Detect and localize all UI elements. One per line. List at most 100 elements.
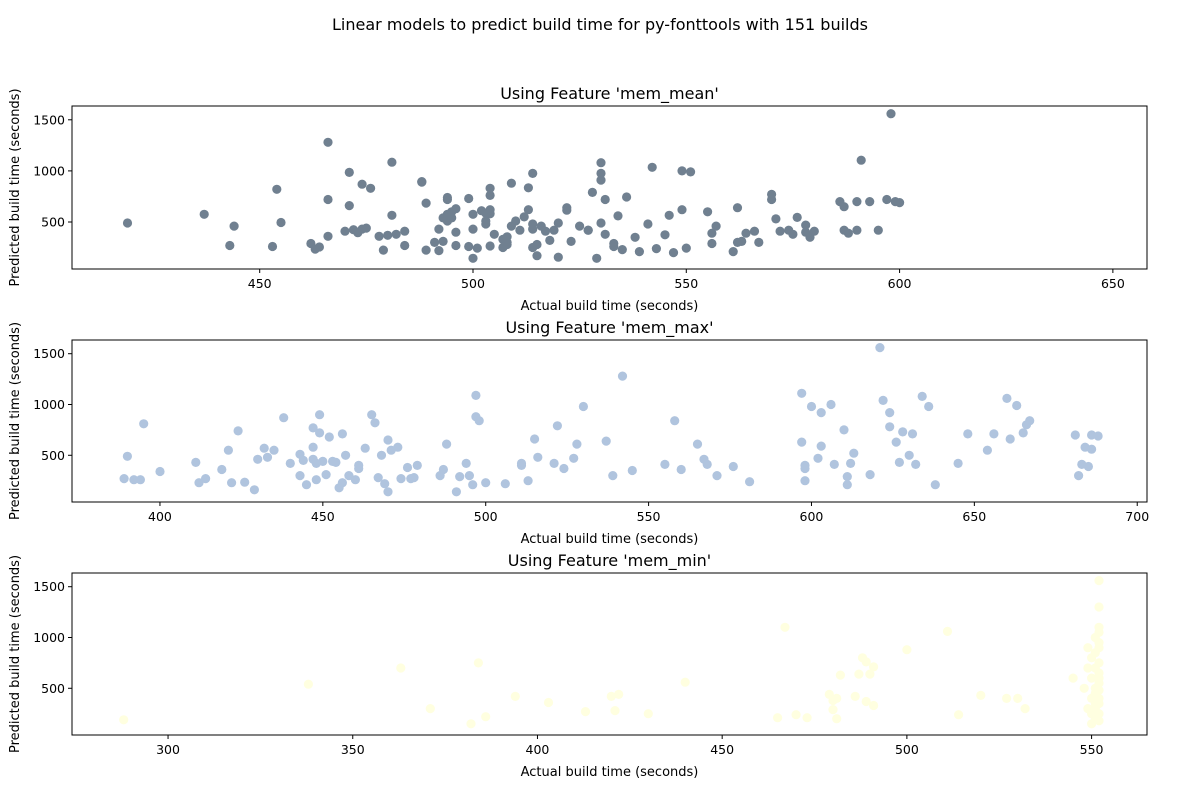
y-tick-label: 1000 — [33, 630, 65, 645]
data-point — [119, 474, 129, 484]
data-point — [902, 645, 912, 655]
data-point — [249, 485, 259, 495]
data-point — [885, 408, 895, 418]
data-point — [370, 418, 380, 428]
data-point — [1074, 471, 1084, 481]
y-tick-label: 1500 — [33, 579, 65, 594]
data-point — [788, 229, 798, 239]
data-point — [942, 626, 953, 637]
data-point — [596, 158, 606, 168]
data-point — [323, 137, 333, 147]
data-point — [800, 476, 810, 486]
data-point — [421, 245, 431, 255]
data-point — [272, 184, 282, 194]
data-point — [917, 391, 927, 401]
data-point — [425, 704, 435, 714]
data-point — [609, 241, 619, 252]
data-point — [201, 474, 211, 484]
data-point — [540, 226, 551, 236]
y-axis-label: Predicted build time (seconds) — [8, 88, 23, 286]
data-point — [383, 230, 393, 240]
data-point — [502, 237, 512, 247]
data-point — [129, 475, 139, 485]
data-point — [451, 227, 461, 237]
data-point — [553, 218, 563, 228]
data-point — [676, 464, 686, 475]
data-point — [813, 453, 823, 463]
data-point — [728, 461, 738, 472]
data-point — [267, 241, 278, 252]
data-point — [891, 437, 901, 447]
y-tick-label: 500 — [41, 214, 65, 229]
data-point — [712, 471, 722, 481]
data-point — [396, 474, 406, 484]
data-point — [225, 240, 235, 251]
data-point — [530, 434, 540, 444]
data-point — [953, 458, 963, 468]
data-point — [516, 460, 527, 470]
data-point — [630, 232, 640, 242]
data-point — [1094, 658, 1104, 668]
data-point — [702, 459, 712, 469]
data-point — [139, 419, 149, 429]
x-tick-label: 550 — [1080, 742, 1104, 757]
data-point — [583, 225, 593, 235]
scatter-points — [122, 109, 905, 263]
data-point — [357, 179, 367, 189]
data-point — [792, 212, 802, 222]
data-point — [703, 207, 713, 217]
data-point — [954, 710, 964, 720]
data-point — [324, 432, 334, 442]
data-point — [737, 236, 747, 246]
y-axis-label: Predicted build time (seconds) — [8, 322, 23, 520]
data-point — [253, 454, 263, 464]
data-point — [904, 450, 914, 460]
data-point — [670, 416, 680, 426]
data-point — [400, 226, 410, 236]
x-tick-label: 700 — [1125, 509, 1149, 524]
data-point — [223, 445, 233, 455]
data-point — [240, 477, 250, 487]
data-point — [600, 229, 610, 239]
data-point — [412, 460, 422, 470]
data-point — [865, 197, 875, 207]
data-point — [852, 197, 862, 207]
data-point — [523, 205, 534, 215]
data-point — [323, 194, 333, 205]
data-point — [1013, 693, 1023, 704]
data-point — [587, 187, 598, 197]
data-point — [451, 487, 461, 497]
data-point — [279, 413, 289, 423]
data-point — [340, 226, 350, 236]
data-point — [828, 705, 838, 715]
data-point — [485, 190, 495, 200]
data-point — [344, 167, 354, 177]
data-point — [466, 719, 476, 729]
data-point — [1012, 400, 1022, 411]
data-point — [532, 251, 542, 261]
data-point — [596, 168, 606, 178]
data-point — [337, 429, 347, 439]
data-point — [373, 473, 383, 483]
data-point — [523, 476, 533, 486]
data-point — [323, 231, 333, 241]
data-point — [361, 223, 371, 233]
data-point — [464, 471, 474, 481]
data-point — [396, 663, 406, 673]
data-point — [861, 657, 871, 667]
data-point — [1094, 602, 1104, 612]
data-point — [989, 429, 999, 439]
data-point — [963, 429, 973, 439]
data-point — [816, 408, 826, 418]
data-point — [592, 253, 602, 263]
data-point — [155, 466, 165, 477]
x-tick-label: 600 — [888, 276, 912, 291]
data-point — [481, 478, 491, 488]
data-point — [303, 679, 313, 689]
data-point — [515, 225, 525, 235]
data-point — [500, 479, 510, 489]
data-point — [771, 214, 781, 224]
data-point — [601, 436, 611, 446]
data-point — [447, 213, 457, 223]
data-point — [849, 448, 859, 458]
